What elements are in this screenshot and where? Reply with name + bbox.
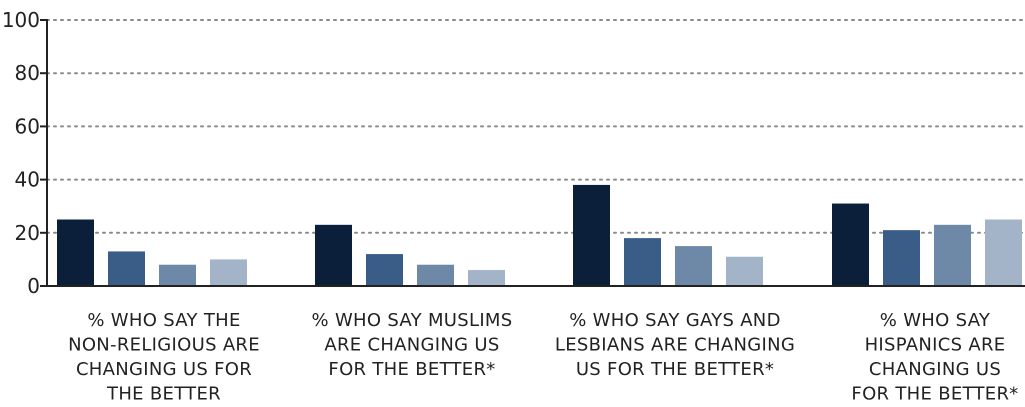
bar-group2-series4	[468, 270, 505, 286]
category-label-line: % WHO SAY	[880, 310, 991, 331]
category-label-line: HISPANICS ARE	[865, 335, 1006, 356]
category-label-line: THE BETTER	[106, 384, 221, 405]
category-label-line: CHANGING US	[869, 359, 1001, 380]
y-tick-label: 100	[2, 8, 40, 32]
bar-group4-series2	[883, 230, 920, 286]
bar-group3-series2	[624, 238, 661, 286]
category-labels: % WHO SAY THE NON-RELIGIOUS ARE CHANGING U…	[68, 310, 1018, 405]
bar-group2-series3	[417, 264, 454, 286]
bar-group4-series3	[934, 224, 971, 286]
category-label-2: % WHO SAY MUSLIMS ARE CHANGING US FOR THE …	[312, 310, 513, 380]
y-tick-label: 20	[15, 221, 40, 245]
category-label-line: NON-RELIGIOUS ARE	[68, 335, 260, 356]
bar-group2-series2	[366, 254, 403, 286]
y-tick-label: 0	[27, 274, 40, 298]
bar-group1-series2	[108, 251, 145, 286]
category-label-line: FOR THE BETTER*	[851, 384, 1018, 405]
bar-group3-series3	[675, 246, 712, 286]
category-label-line: % WHO SAY THE	[87, 310, 240, 331]
bar-group2-series1	[315, 224, 352, 286]
y-axis-tick-labels: 0 20 40 60 80 100	[2, 8, 47, 298]
y-tick-label: 80	[15, 61, 40, 85]
bar-group4-series1	[832, 203, 869, 286]
y-tick-label: 40	[15, 168, 40, 192]
bar-group1-series4	[210, 259, 247, 286]
bar-group3-series1	[573, 184, 610, 286]
gridlines	[46, 19, 1025, 234]
bar-group1-series1	[57, 219, 94, 286]
bar-group4-series4	[985, 219, 1022, 286]
bars	[57, 184, 1022, 286]
category-label-line: % WHO SAY MUSLIMS	[312, 310, 513, 331]
category-label-line: LESBIANS ARE CHANGING	[555, 335, 795, 356]
category-label-line: % WHO SAY GAYS AND	[569, 310, 781, 331]
category-label-line: CHANGING US FOR	[76, 359, 252, 380]
category-label-1: % WHO SAY THE NON-RELIGIOUS ARE CHANGING U…	[68, 310, 260, 405]
category-label-3: % WHO SAY GAYS AND LESBIANS ARE CHANGING U…	[555, 310, 795, 380]
category-label-line: US FOR THE BETTER*	[576, 359, 774, 380]
category-label-line: ARE CHANGING US	[324, 335, 499, 356]
bar-group3-series4	[726, 256, 763, 286]
y-tick-label: 60	[15, 114, 40, 138]
category-label-line: FOR THE BETTER*	[328, 359, 495, 380]
bar-group1-series3	[159, 264, 196, 286]
axes	[46, 19, 1025, 287]
category-label-4: % WHO SAY HISPANICS ARE CHANGING US FOR THE…	[851, 310, 1018, 405]
